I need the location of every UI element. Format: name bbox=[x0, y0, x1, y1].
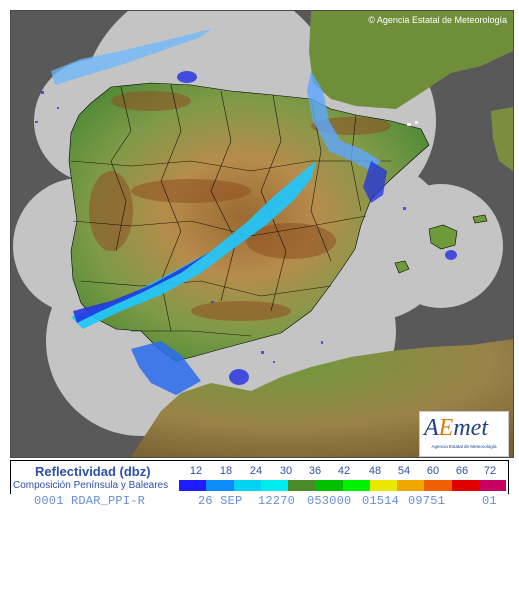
legend-tick: 24 bbox=[249, 465, 263, 477]
legend-color-swatch bbox=[397, 480, 425, 491]
legend-color-swatch bbox=[315, 480, 343, 491]
legend-tick: 42 bbox=[337, 465, 351, 477]
legend-tick: 54 bbox=[397, 465, 411, 477]
legend-color-swatch bbox=[179, 480, 207, 491]
legend-color-swatch bbox=[478, 480, 506, 491]
reflectivity-legend: Reflectividad (dbz) Composición Penínsul… bbox=[10, 460, 509, 495]
mallorca-land bbox=[428, 224, 458, 250]
legend-tick: 48 bbox=[368, 465, 382, 477]
legend-tick: 66 bbox=[455, 465, 469, 477]
legend-tick: 12 bbox=[189, 465, 203, 477]
legend-color-swatch bbox=[288, 480, 316, 491]
legend-title: Reflectividad (dbz) bbox=[35, 464, 151, 479]
legend-color-swatch bbox=[260, 480, 288, 491]
province-borders bbox=[70, 84, 391, 337]
legend-subtitle: Composición Península y Baleares bbox=[13, 480, 169, 491]
legend-tick: 36 bbox=[308, 465, 322, 477]
menorca-land bbox=[472, 214, 488, 224]
aemet-subtitle: Agencia Estatal de Meteorología bbox=[431, 444, 497, 449]
legend-tick: 60 bbox=[426, 465, 440, 477]
legend-color-swatch bbox=[233, 480, 261, 491]
legend-color-scale bbox=[179, 480, 506, 491]
radar-map-graphic bbox=[13, 11, 513, 457]
copyright-notice: © Agencia Estatal de Meteorología bbox=[368, 15, 507, 25]
status-field2: 053000 bbox=[307, 494, 352, 508]
radar-echoes bbox=[35, 29, 457, 395]
mountain-relief bbox=[89, 91, 391, 321]
aemet-wordmark: AEmet bbox=[424, 415, 488, 441]
status-field3: 01514 bbox=[362, 494, 400, 508]
legend-tick: 18 bbox=[219, 465, 233, 477]
radar-map: © Agencia Estatal de Meteorología AEmet … bbox=[10, 10, 514, 458]
status-line: 0001 RDAR_PPI-R 26 SEP 12270 053000 0151… bbox=[10, 494, 509, 508]
legend-tick: 72 bbox=[483, 465, 497, 477]
legend-color-swatch bbox=[451, 480, 479, 491]
status-field4: 09751 bbox=[408, 494, 446, 508]
legend-tick-labels: 12 18 24 30 36 42 48 54 60 66 72 bbox=[181, 465, 506, 477]
north-africa-land bbox=[131, 339, 513, 457]
status-field1: 12270 bbox=[258, 494, 296, 508]
status-product: 0001 RDAR_PPI-R bbox=[34, 494, 146, 508]
france-land bbox=[309, 11, 513, 109]
sardinia-land bbox=[491, 107, 513, 171]
aemet-logo: AEmet Agencia Estatal de Meteorología bbox=[419, 411, 509, 457]
legend-color-swatch bbox=[342, 480, 370, 491]
status-date: 26 SEP bbox=[198, 494, 243, 508]
legend-color-swatch bbox=[369, 480, 397, 491]
legend-color-swatch bbox=[206, 480, 234, 491]
legend-tick: 30 bbox=[279, 465, 293, 477]
status-field5: 01 bbox=[482, 494, 497, 508]
legend-color-swatch bbox=[424, 480, 452, 491]
ibiza-land bbox=[394, 260, 410, 274]
